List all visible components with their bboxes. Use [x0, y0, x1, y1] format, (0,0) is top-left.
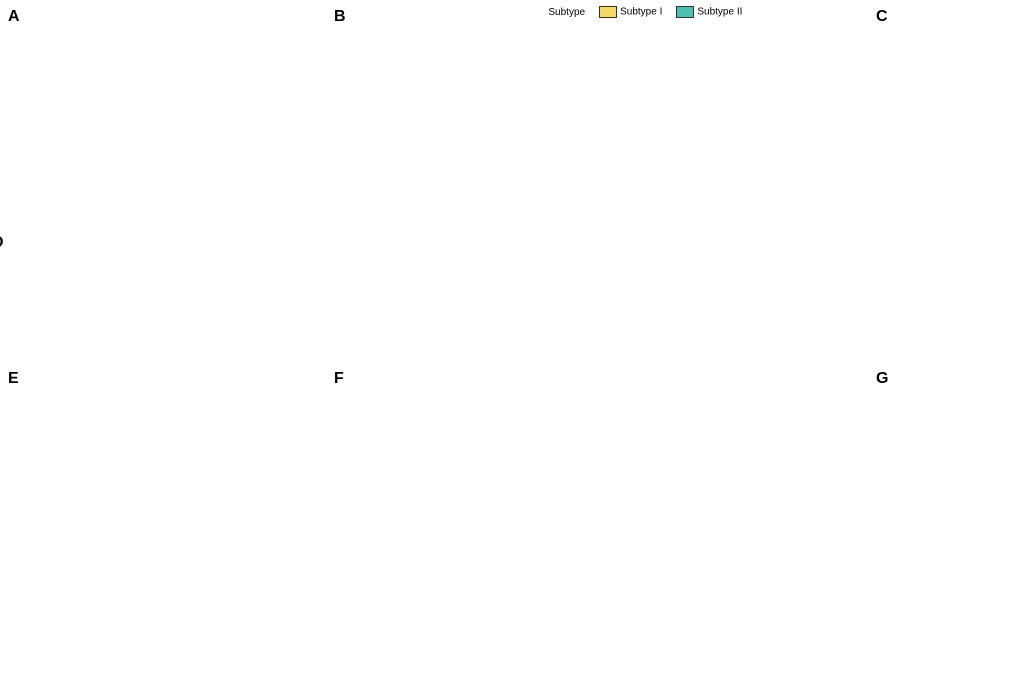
panel-a-label: A	[8, 8, 20, 26]
panel-e-label: E	[8, 370, 19, 388]
panel-g-chart	[876, 370, 1020, 520]
panel-b: B Subtype Subtype I Subtype II	[334, 8, 870, 228]
panel-f-label: F	[334, 370, 344, 388]
figure-root: A B Subtype Subtype I Subtype II C D E F	[8, 8, 1012, 520]
panel-e: E	[8, 370, 328, 520]
panel-f: F	[334, 370, 870, 520]
panel-g: G	[876, 370, 1020, 520]
panel-c-label: C	[876, 8, 888, 26]
panel-d: D	[8, 234, 1020, 364]
panel-c: C	[876, 8, 1020, 228]
panel-e-chart	[8, 370, 328, 520]
panel-d-label: D	[0, 234, 4, 252]
panel-c-chart	[894, 24, 1020, 224]
panel-f-chart	[352, 370, 592, 520]
panel-a: A	[8, 8, 328, 228]
panel-g-label: G	[876, 370, 888, 388]
panel-b-chart	[354, 26, 874, 226]
